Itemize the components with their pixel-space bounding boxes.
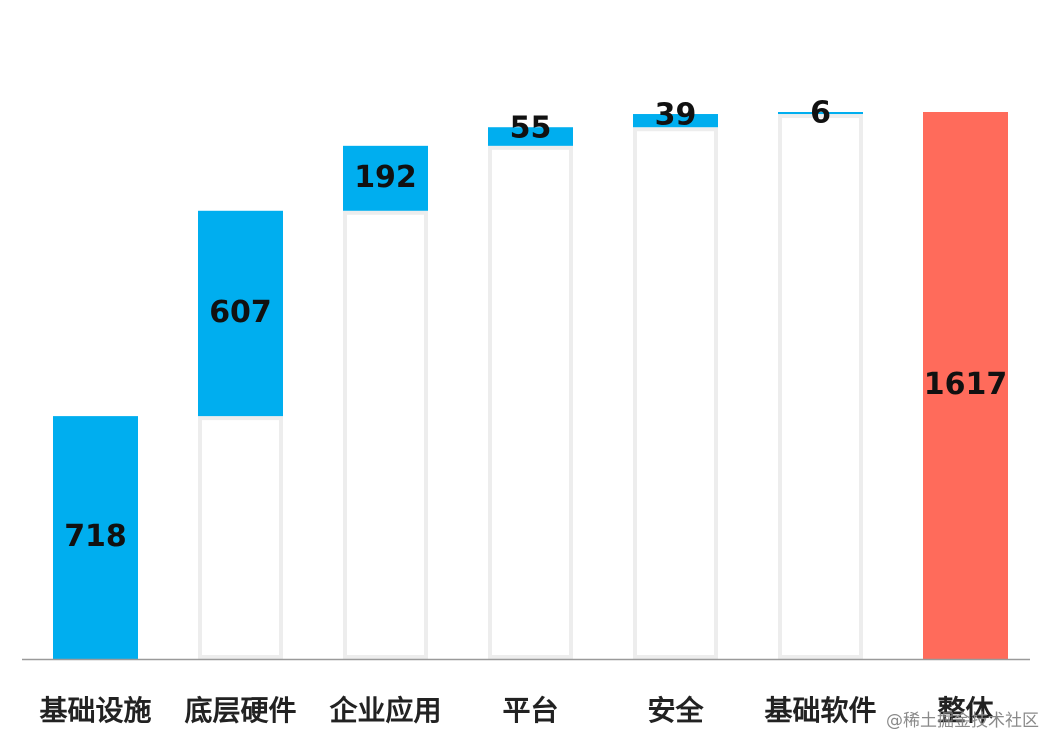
bar	[778, 112, 863, 115]
category-label: 整体	[937, 694, 994, 727]
ghost-outline	[343, 210, 428, 659]
category-label: 底层硬件	[184, 694, 296, 727]
bar-value-label: 718	[64, 519, 127, 554]
bar-value-label: 1617	[924, 367, 1008, 402]
category-label: 平台	[502, 694, 558, 727]
category-label: 基础设施	[39, 694, 151, 727]
bar-value-label: 607	[209, 295, 272, 330]
bar	[53, 416, 138, 659]
bar-value-label: 55	[510, 111, 552, 146]
bar	[633, 114, 718, 128]
category-label: 安全	[647, 694, 704, 727]
ghost-outlines	[198, 114, 863, 660]
bar-value-label: 39	[655, 98, 697, 133]
data-labels: 718 607 192 55 39 6 1617	[64, 96, 1007, 555]
category-label: 企业应用	[329, 694, 441, 727]
ghost-outline	[778, 114, 863, 660]
bar-value-label: 6	[810, 96, 831, 131]
bar	[923, 112, 1008, 659]
category-labels: 基础设施 底层硬件 企业应用 平台 安全 基础软件 整体	[39, 694, 994, 727]
bar-value-label: 192	[354, 160, 417, 195]
category-label: 基础软件	[764, 694, 876, 727]
bar	[198, 210, 283, 417]
bars	[53, 112, 1008, 659]
ghost-outline	[633, 127, 718, 659]
watermark-text: @稀土掘金技术社区	[886, 711, 1039, 731]
ghost-outline	[198, 416, 283, 659]
bar	[343, 145, 428, 211]
bar	[488, 127, 573, 146]
ghost-outline	[488, 145, 573, 660]
